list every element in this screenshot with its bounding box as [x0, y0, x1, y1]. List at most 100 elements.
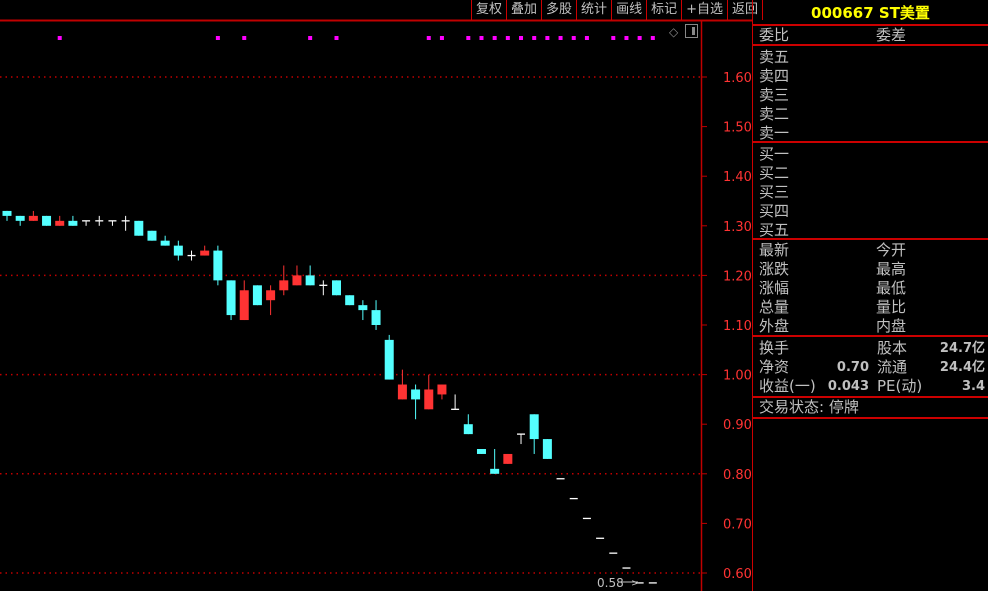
candle-body: [134, 220, 144, 236]
fund-label: 流通: [877, 358, 908, 376]
quote-panel: 000667 ST美置 委比 委差 卖五 卖四 卖三 卖二 卖一 买一 买二 买三…: [752, 0, 988, 591]
candle-body: [358, 305, 368, 311]
toolbar: 复权 叠加 多股 统计 画线 标记 +自选 返回: [471, 0, 764, 20]
candle-body: [411, 389, 421, 400]
candle-body: [200, 250, 210, 256]
candle-body: [266, 290, 276, 301]
signal-marker: [439, 36, 444, 40]
signal-marker: [466, 36, 471, 40]
fund-label: 换手: [759, 339, 790, 357]
buy-level: 买二: [759, 164, 790, 182]
signal-marker: [519, 36, 524, 40]
candle-body: [463, 424, 473, 435]
candle-body: [2, 210, 12, 216]
fund-value: 0.043: [827, 379, 869, 394]
stat-label: 总量: [759, 298, 790, 316]
fund-label: 股本: [877, 339, 908, 357]
signal-marker: [532, 36, 537, 40]
trading-status: 交易状态: 停牌: [759, 398, 859, 416]
sell-level: 卖四: [759, 67, 790, 85]
fund-value: 0.70: [836, 360, 869, 375]
sell-level: 卖二: [759, 105, 790, 123]
signal-marker: [571, 36, 576, 40]
candle-body: [160, 240, 170, 246]
candle-body: [226, 280, 236, 316]
stat-label: 涨跌: [759, 260, 790, 278]
y-tick-label: 1.60: [723, 71, 752, 86]
fund-label: PE(动): [877, 377, 923, 395]
fund-value: 24.7亿: [939, 341, 985, 356]
order-diff-label: 委差: [876, 26, 907, 44]
candle-body: [213, 250, 223, 281]
diamond-icon[interactable]: ◇: [669, 25, 679, 39]
buy-level: 买三: [759, 183, 790, 201]
signal-marker: [215, 36, 220, 40]
signal-marker: [334, 36, 339, 40]
y-tick-label: 1.40: [723, 170, 752, 185]
fund-value: 24.4亿: [939, 360, 985, 375]
back-button[interactable]: 返回: [728, 0, 764, 20]
y-tick-label: 1.30: [723, 220, 752, 235]
signal-marker: [611, 36, 616, 40]
candle-body: [42, 215, 52, 226]
signal-marker: [308, 36, 313, 40]
candle-body: [384, 339, 394, 380]
signal-marker: [57, 36, 62, 40]
restore-rights-button[interactable]: 复权: [472, 0, 508, 20]
sell-level: 卖五: [759, 48, 790, 66]
draw-line-button[interactable]: 画线: [612, 0, 648, 20]
signal-marker: [558, 36, 563, 40]
panel-toggle-icon[interactable]: [685, 24, 698, 38]
signal-marker: [242, 36, 247, 40]
stat-label: 内盘: [876, 317, 907, 335]
mark-button[interactable]: 标记: [647, 0, 683, 20]
stock-title: 000667 ST美置: [753, 0, 988, 26]
candle-body: [397, 384, 407, 400]
signal-marker: [584, 36, 589, 40]
buy-level: 买一: [759, 145, 790, 163]
candle-body: [332, 280, 341, 296]
candle-body: [490, 468, 500, 474]
candle-body: [28, 215, 38, 221]
signal-marker: [505, 36, 510, 40]
candle-body: [55, 220, 65, 226]
y-tick-label: 0.70: [723, 517, 752, 532]
candle-body: [371, 310, 381, 325]
candle-body: [503, 453, 513, 464]
multi-stock-button[interactable]: 多股: [542, 0, 578, 20]
y-tick-label: 1.50: [723, 121, 752, 136]
fund-label: 净资: [759, 358, 790, 376]
candle-body: [15, 215, 25, 221]
order-ratio-label: 委比: [759, 26, 790, 44]
y-tick-label: 1.20: [723, 269, 752, 284]
y-tick-label: 1.10: [723, 319, 752, 334]
sell-level: 卖一: [759, 124, 790, 142]
candle-body: [305, 275, 315, 286]
candle-body: [424, 389, 434, 410]
candle-body: [252, 285, 262, 306]
stat-label: 最高: [876, 260, 907, 278]
candle-body: [279, 280, 289, 291]
arrow-head-icon: >: [631, 578, 639, 589]
y-tick-label: 0.80: [723, 468, 752, 483]
signal-marker: [650, 36, 655, 40]
candlestick-chart[interactable]: 1.60 1.50 1.40 1.30 1.20 1.10 1.00 0.90 0.80 0.70…: [0, 0, 752, 591]
statistics-button[interactable]: 统计: [577, 0, 613, 20]
candle-body: [239, 290, 249, 321]
overlay-button[interactable]: 叠加: [507, 0, 543, 20]
y-tick-label: 0.60: [723, 567, 752, 582]
fund-label: 收益(一): [759, 377, 816, 395]
add-watchlist-button[interactable]: +自选: [682, 0, 728, 20]
buy-level: 买五: [759, 221, 790, 239]
stat-label: 涨幅: [759, 279, 790, 297]
signal-marker: [492, 36, 497, 40]
candle-body: [292, 275, 302, 286]
fund-value: 3.4: [961, 379, 985, 394]
fund-value: [823, 339, 869, 358]
signal-marker: [426, 36, 431, 40]
buy-level: 买四: [759, 202, 790, 220]
sell-level: 卖三: [759, 86, 790, 104]
low-price-label: 0.58: [597, 576, 624, 590]
stat-label: 量比: [876, 298, 907, 316]
candle-body: [476, 449, 486, 454]
